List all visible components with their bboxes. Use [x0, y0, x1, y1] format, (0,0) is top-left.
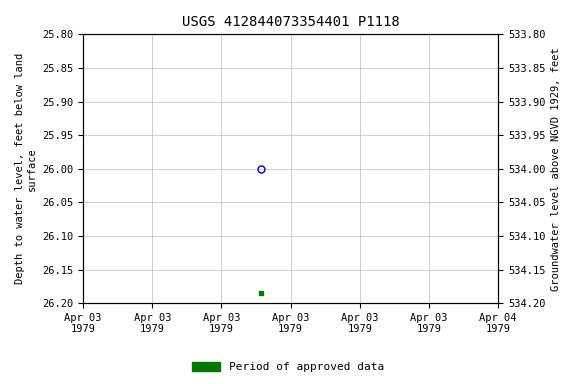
Y-axis label: Groundwater level above NGVD 1929, feet: Groundwater level above NGVD 1929, feet	[551, 47, 561, 291]
Legend: Period of approved data: Period of approved data	[188, 357, 388, 377]
Title: USGS 412844073354401 P1118: USGS 412844073354401 P1118	[182, 15, 400, 29]
Y-axis label: Depth to water level, feet below land
surface: Depth to water level, feet below land su…	[15, 53, 37, 284]
